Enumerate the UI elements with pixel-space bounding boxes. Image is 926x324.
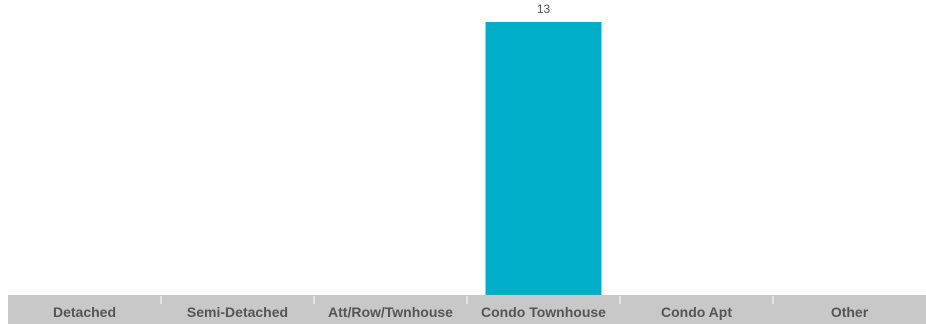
category-label-semi-detached: Semi-Detached (187, 304, 288, 320)
bars-group (485, 22, 602, 295)
category-labels-group: Detached Semi-Detached Att/Row/Twnhouse Con… (53, 304, 869, 320)
category-label-att-row-twnhouse: Att/Row/Twnhouse (328, 304, 453, 320)
category-label-condo-apt: Condo Apt (661, 304, 732, 320)
category-label-other: Other (831, 304, 869, 320)
bar-condo-townhouse (485, 22, 602, 295)
value-labels-group: 13 (537, 2, 551, 16)
data-label-condo-townhouse: 13 (537, 2, 551, 16)
category-separators (160, 296, 774, 304)
category-label-condo-townhouse: Condo Townhouse (481, 304, 606, 320)
category-label-detached: Detached (53, 304, 116, 320)
